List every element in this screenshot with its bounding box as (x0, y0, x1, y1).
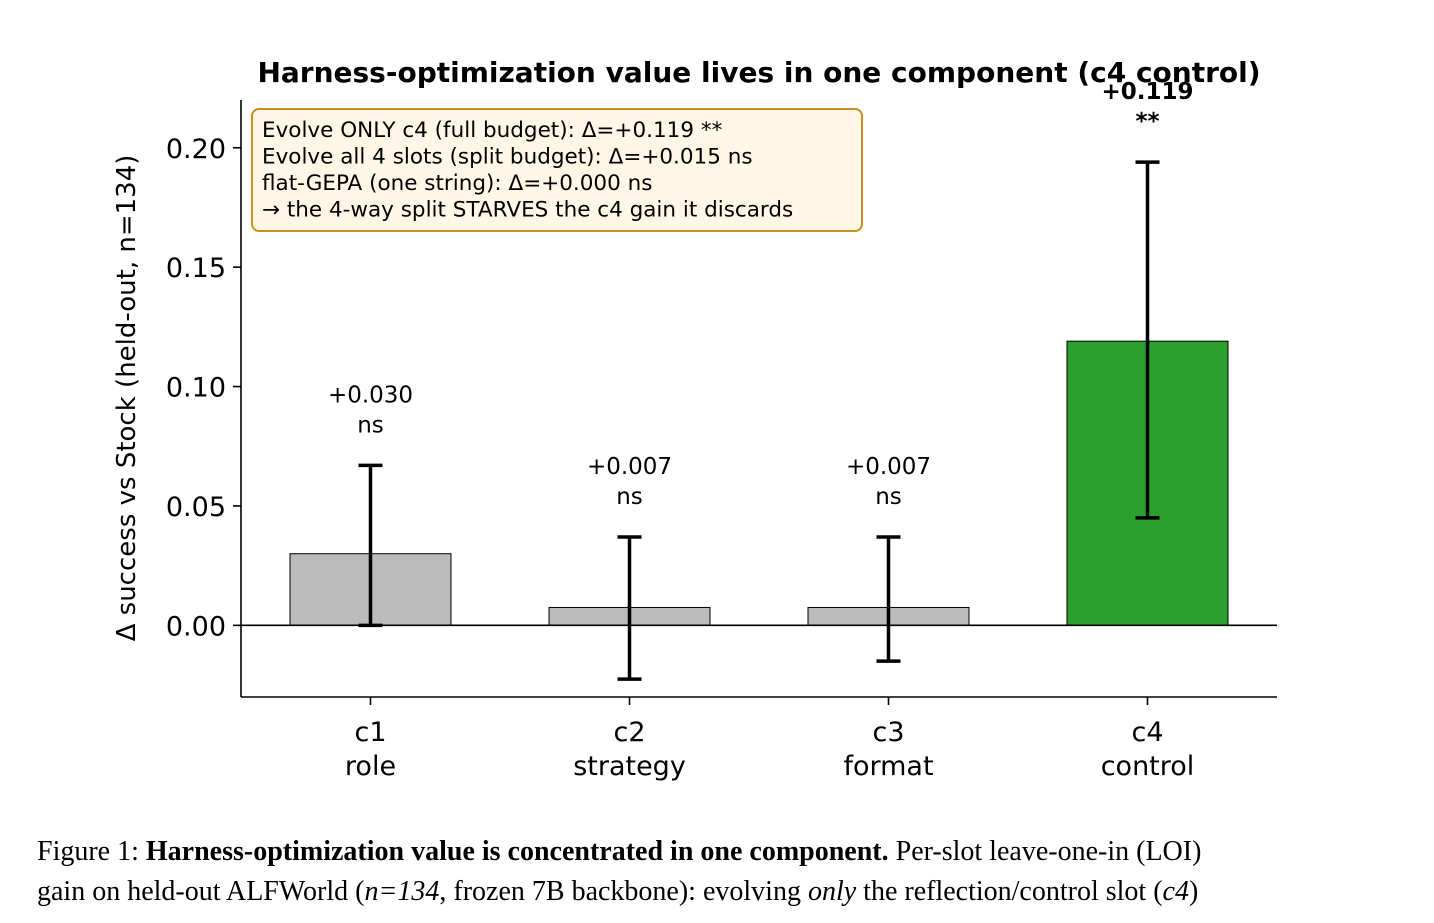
caption-text: , frozen 7B backbone): evolving (439, 876, 808, 907)
caption-line-2: gain on held-out ALFWorld (n=134, frozen… (37, 872, 1399, 912)
bar-value-label-c3: +0.007 (846, 454, 931, 480)
bar-sig-label-c4: ** (1135, 109, 1159, 135)
annotation-line: → the 4-way split STARVES the c4 gain it… (262, 198, 793, 223)
y-tick-label: 0.05 (166, 492, 226, 523)
plot-area: +0.030 ns +0.007 ns +0.007 ns +0.119 ** 0.00 0.05… (166, 79, 1277, 782)
caption-text: ) (1192, 836, 1202, 867)
annotation-line: Evolve ONLY c4 (full budget): Δ=+0.119 *… (262, 118, 723, 143)
bar-chart: Harness-optimization value lives in one … (112, 56, 1277, 782)
figure-caption: Figure 1: Harness-optimization value is … (37, 832, 1399, 912)
annotation-box-frame (251, 108, 863, 232)
annotation-line: flat-GEPA (one string): Δ=+0.000 ns (262, 171, 652, 196)
annotation-line: Evolve all 4 slots (split budget): Δ=+0.… (262, 145, 753, 170)
bar-value-label-c4: +0.119 (1101, 79, 1193, 105)
x-tick-sublabel-c4: control (1101, 751, 1195, 782)
caption-bold-title: Harness-optimization value is concentrat… (145, 836, 889, 867)
caption-line-1: Figure 1: Harness-optimization value is … (37, 832, 1399, 872)
annotation-box: Evolve ONLY c4 (full budget): Δ=+0.119 *… (251, 108, 863, 232)
bar-value-label-c1: +0.030 (328, 382, 413, 408)
x-tick-sublabel-c2: strategy (573, 751, 686, 782)
bar-sig-label-c3: ns (875, 484, 902, 510)
caption-loi: LOI (1145, 836, 1193, 867)
x-tick-sublabel-c3: format (843, 751, 933, 782)
caption-only: only (807, 876, 857, 907)
caption-text: the reflection/control slot ( (856, 876, 1163, 907)
x-tick-label-c1: c1 (354, 717, 386, 748)
x-tick-label-c3: c3 (872, 717, 904, 748)
bar-sig-label-c1: ns (357, 412, 384, 438)
caption-n: n=134 (364, 876, 440, 907)
caption-text: gain on held-out ALFWorld ( (37, 876, 365, 907)
caption-text: Per-slot leave-one-in ( (895, 836, 1146, 867)
bar-sig-label-c2: ns (616, 484, 643, 510)
y-tick-label: 0.00 (166, 611, 226, 642)
caption-figure-label: Figure 1: (37, 836, 139, 867)
chart-title: Harness-optimization value lives in one … (257, 56, 1260, 89)
caption-c4: c4 (1162, 876, 1189, 907)
y-axis-label: Δ success vs Stock (held-out, n=134) (112, 155, 142, 642)
bar-value-label-c2: +0.007 (587, 454, 672, 480)
y-tick-label: 0.15 (166, 253, 226, 284)
x-tick-sublabel-c1: role (345, 751, 396, 782)
caption-text: ) (1188, 876, 1199, 907)
y-tick-label: 0.10 (166, 373, 226, 404)
y-tick-label: 0.20 (166, 134, 226, 165)
x-tick-label-c2: c2 (613, 717, 645, 748)
x-tick-label-c4: c4 (1131, 717, 1163, 748)
